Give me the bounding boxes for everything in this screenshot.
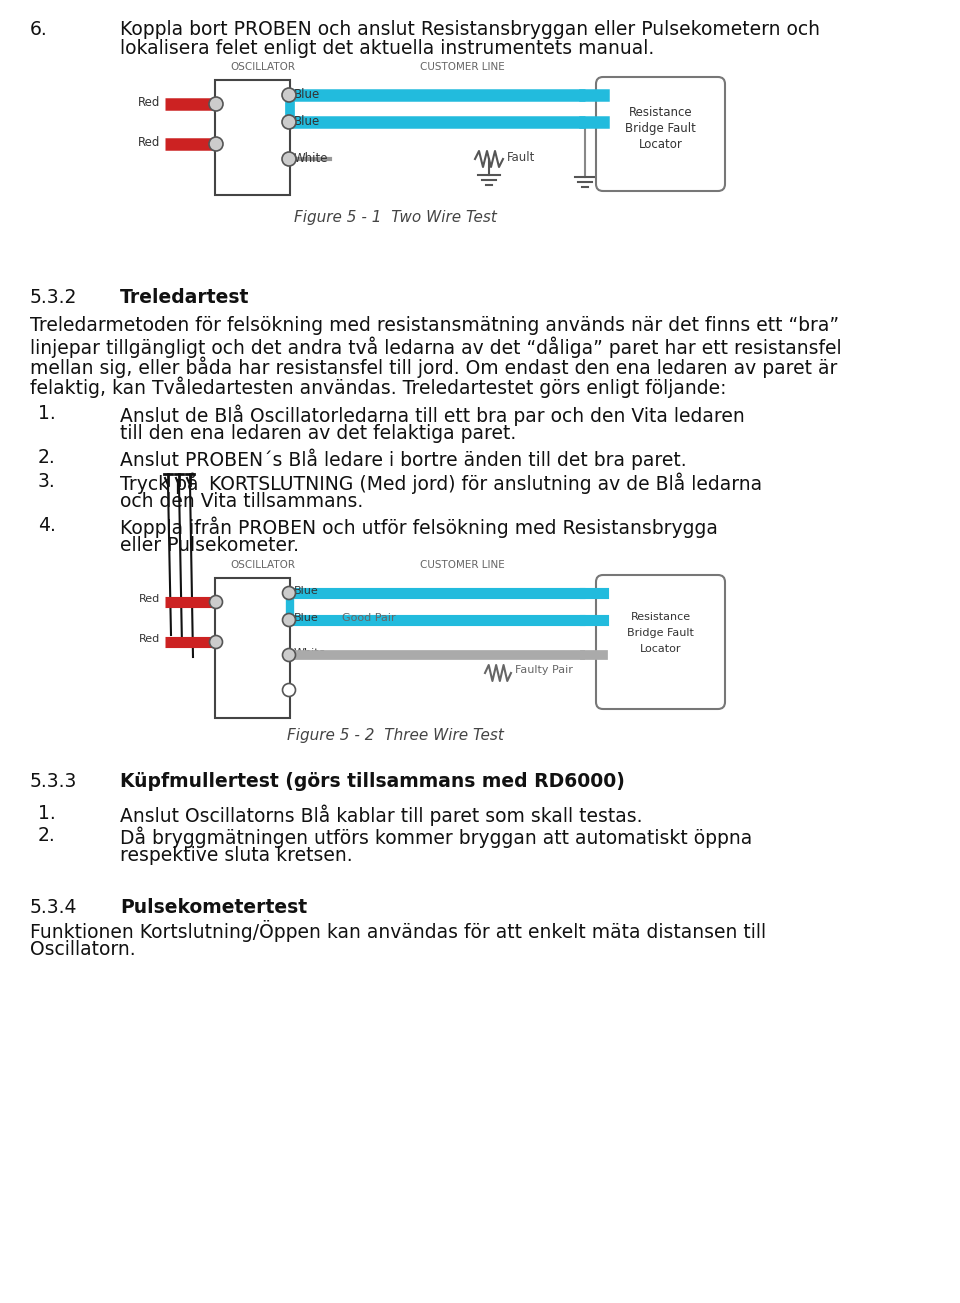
Text: Treledarmetoden för felsökning med resistansmätning används när det finns ett “b: Treledarmetoden för felsökning med resis…: [30, 317, 839, 335]
Text: linjepar tillgängligt och det andra två ledarna av det “dåliga” paret har ett re: linjepar tillgängligt och det andra två …: [30, 336, 842, 357]
Text: Red: Red: [137, 136, 160, 149]
Text: 3.: 3.: [38, 472, 56, 491]
Text: 2.: 2.: [38, 448, 56, 466]
Bar: [215, 579, 290, 718]
Text: eller Pulsekometer.: eller Pulsekometer.: [120, 536, 299, 555]
Text: Koppla ifrån PROBEN och utför felsökning med Resistansbrygga: Koppla ifrån PROBEN och utför felsökning…: [120, 516, 718, 538]
Text: till den ena ledaren av det felaktiga paret.: till den ena ledaren av det felaktiga pa…: [120, 423, 516, 443]
Text: mellan sig, eller båda har resistansfel till jord. Om endast den ena ledaren av : mellan sig, eller båda har resistansfel …: [30, 356, 837, 378]
Text: respektive sluta kretsen.: respektive sluta kretsen.: [120, 846, 352, 865]
Circle shape: [282, 614, 296, 627]
Text: Küpfmullertest (görs tillsammans med RD6000): Küpfmullertest (görs tillsammans med RD6…: [120, 771, 625, 791]
Text: 2.: 2.: [38, 826, 56, 846]
Text: Tryck på: Tryck på: [120, 472, 204, 494]
Text: OSCILLATOR: OSCILLATOR: [230, 560, 295, 569]
FancyBboxPatch shape: [596, 575, 725, 709]
Text: 1.: 1.: [38, 404, 56, 423]
Circle shape: [209, 96, 223, 111]
Bar: [215, 79, 290, 195]
Text: och den Vita tillsammans.: och den Vita tillsammans.: [120, 493, 363, 511]
Text: Faulty Pair: Faulty Pair: [515, 665, 573, 675]
Text: Blue: Blue: [294, 115, 321, 128]
Text: Fault: Fault: [507, 151, 536, 164]
Text: Figure 5 - 1  Two Wire Test: Figure 5 - 1 Two Wire Test: [294, 210, 496, 225]
Text: Då bryggmätningen utförs kommer bryggan att automatiskt öppna: Då bryggmätningen utförs kommer bryggan …: [120, 826, 753, 847]
Text: Oscillatorn.: Oscillatorn.: [30, 939, 135, 959]
Text: Pulsekometertest: Pulsekometertest: [120, 898, 307, 917]
Text: felaktig, kan Tvåledartesten användas. Treledartestet görs enligt följande:: felaktig, kan Tvåledartesten användas. T…: [30, 377, 727, 397]
Text: Blue: Blue: [294, 586, 319, 595]
Text: White: White: [294, 648, 326, 658]
Text: Good Pair: Good Pair: [342, 612, 396, 623]
Text: 5.3.2: 5.3.2: [30, 288, 78, 308]
Text: Bridge Fault: Bridge Fault: [627, 628, 694, 638]
Text: Anslut de Blå Oscillatorledarna till ett bra par och den Vita ledaren: Anslut de Blå Oscillatorledarna till ett…: [120, 404, 745, 426]
Text: Red: Red: [137, 96, 160, 109]
Text: CUSTOMER LINE: CUSTOMER LINE: [420, 560, 505, 569]
Text: 4.: 4.: [38, 516, 56, 536]
Text: Resistance: Resistance: [629, 106, 692, 119]
Circle shape: [282, 649, 296, 662]
Circle shape: [282, 586, 296, 599]
Text: Funktionen Kortslutning/Öppen kan användas för att enkelt mäta distansen till: Funktionen Kortslutning/Öppen kan använd…: [30, 920, 766, 942]
Text: Treledartest: Treledartest: [120, 288, 250, 308]
Text: Blue: Blue: [294, 612, 319, 623]
Text: lokalisera felet enligt det aktuella instrumentets manual.: lokalisera felet enligt det aktuella ins…: [120, 39, 655, 59]
Text: 6.: 6.: [30, 20, 48, 39]
Text: Red: Red: [139, 594, 160, 605]
Text: 1.: 1.: [38, 804, 56, 823]
Text: KORTSLUTNING (Med jord) för anslutning av de Blå ledarna: KORTSLUTNING (Med jord) för anslutning a…: [203, 472, 762, 494]
Text: Resistance: Resistance: [631, 612, 690, 622]
Text: CUSTOMER LINE: CUSTOMER LINE: [420, 63, 505, 72]
Text: Locator: Locator: [639, 644, 682, 654]
Text: 5.3.3: 5.3.3: [30, 771, 78, 791]
Text: Bridge Fault: Bridge Fault: [625, 122, 696, 136]
Text: White: White: [294, 152, 328, 165]
Circle shape: [282, 152, 296, 165]
Text: Blue: Blue: [294, 89, 321, 102]
Text: Anslut PROBEN´s Blå ledare i bortre änden till det bra paret.: Anslut PROBEN´s Blå ledare i bortre ände…: [120, 448, 686, 469]
Circle shape: [282, 115, 296, 129]
Circle shape: [282, 89, 296, 102]
Text: Koppla bort PROBEN och anslut Resistansbryggan eller Pulsekometern och: Koppla bort PROBEN och anslut Resistansb…: [120, 20, 820, 39]
Circle shape: [209, 595, 223, 609]
Text: Figure 5 - 2  Three Wire Test: Figure 5 - 2 Three Wire Test: [287, 728, 503, 743]
Text: Locator: Locator: [638, 138, 683, 151]
Circle shape: [209, 137, 223, 151]
Text: 5.3.4: 5.3.4: [30, 898, 78, 917]
Text: Anslut Oscillatorns Blå kablar till paret som skall testas.: Anslut Oscillatorns Blå kablar till pare…: [120, 804, 642, 826]
Circle shape: [209, 636, 223, 649]
Text: OSCILLATOR: OSCILLATOR: [230, 63, 295, 72]
Circle shape: [282, 684, 296, 697]
FancyBboxPatch shape: [596, 77, 725, 192]
Text: Red: Red: [139, 635, 160, 644]
